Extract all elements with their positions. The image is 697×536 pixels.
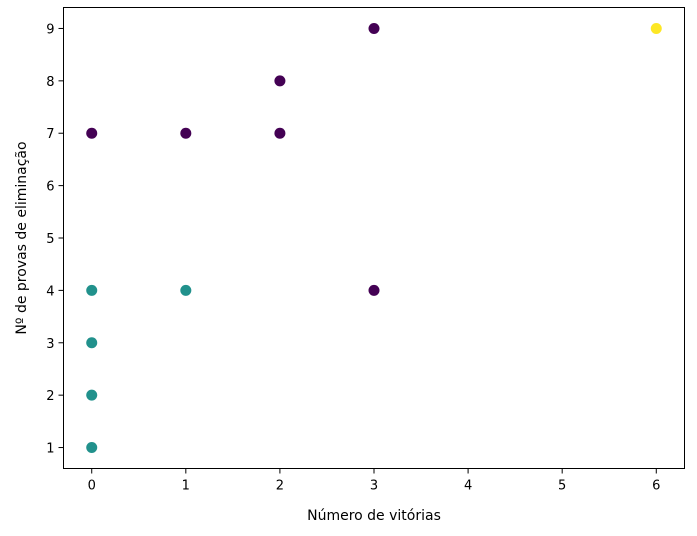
data-point: [368, 22, 380, 34]
data-point: [180, 127, 192, 139]
data-point: [86, 127, 98, 139]
plot-area: [63, 7, 685, 469]
y-tick-label: 1: [46, 442, 54, 457]
x-tick-label: 4: [464, 479, 472, 494]
x-axis-label: Número de vitórias: [307, 508, 441, 524]
data-points: [86, 22, 662, 454]
x-tick-label: 3: [370, 479, 378, 494]
data-point: [86, 442, 98, 454]
x-tick-label: 6: [652, 479, 660, 494]
x-tick-label: 5: [558, 479, 566, 494]
data-point: [86, 389, 98, 401]
y-axis-label: Nº de provas de eliminação: [14, 141, 30, 334]
y-tick-label: 8: [46, 75, 54, 90]
y-axis-ticks: 1 2 3 4 5 6 7 8 9: [46, 22, 64, 457]
data-point: [86, 284, 98, 296]
data-point: [368, 284, 380, 296]
data-point: [274, 127, 286, 139]
data-point: [274, 75, 286, 87]
y-tick-label: 2: [46, 389, 54, 404]
y-tick-label: 3: [46, 337, 54, 352]
x-tick-label: 2: [276, 479, 284, 494]
data-point: [650, 22, 662, 34]
x-tick-label: 0: [88, 479, 96, 494]
y-tick-label: 6: [46, 180, 54, 195]
y-tick-label: 5: [46, 232, 54, 247]
y-tick-label: 7: [46, 127, 54, 142]
data-point: [180, 284, 192, 296]
x-axis-ticks: 0 1 2 3 4 5 6: [88, 468, 660, 494]
y-tick-label: 4: [46, 284, 54, 299]
y-tick-label: 9: [46, 22, 54, 37]
axes-frame: [63, 7, 685, 469]
data-point: [86, 337, 98, 349]
x-tick-label: 1: [182, 479, 190, 494]
